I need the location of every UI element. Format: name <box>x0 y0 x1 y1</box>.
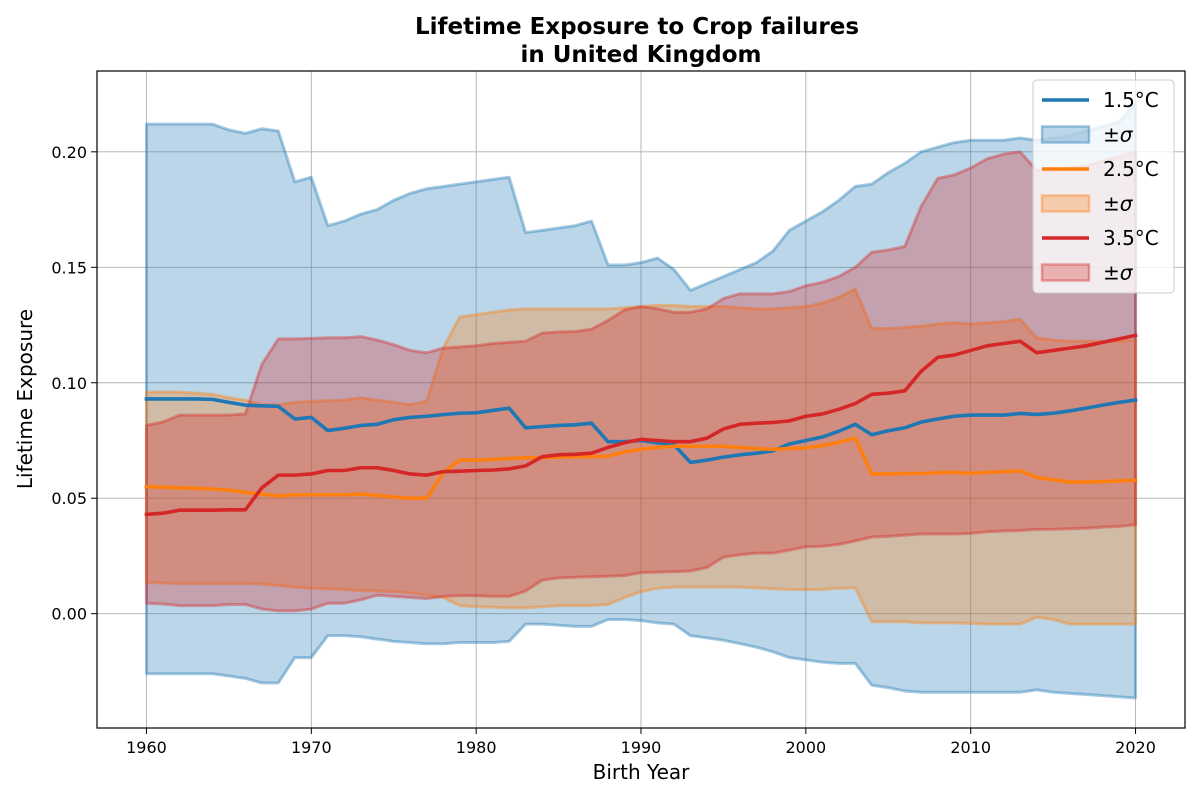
legend-band-swatch-3 <box>1040 194 1091 213</box>
y-tick-label-2: 0.10 <box>51 374 87 393</box>
chart-title: Lifetime Exposure to Crop failures in Un… <box>415 14 859 68</box>
x-tick-label-1980: 1980 <box>456 738 497 757</box>
x-tick-label-1990: 1990 <box>621 738 662 757</box>
line-series-2 <box>144 333 1138 517</box>
legend-band-swatch-5 <box>1040 263 1091 282</box>
confidence-bands <box>144 101 1138 700</box>
legend-label-0: 1.5°C <box>1103 88 1159 112</box>
x-tick-label-1970: 1970 <box>291 738 332 757</box>
y-axis-ticks: 0.00 0.05 0.10 0.15 0.20 <box>51 143 97 624</box>
line-series-1 <box>144 436 1138 501</box>
legend-band-swatch-1 <box>1040 125 1091 144</box>
x-tick-label-2020: 2020 <box>1115 738 1156 757</box>
y-axis-label: Lifetime Exposure <box>13 309 37 489</box>
x-axis-label: Birth Year <box>593 760 690 784</box>
legend-label-4: 3.5°C <box>1103 226 1159 250</box>
chart-title-line-2: in United Kingdom <box>520 42 761 68</box>
legend-label-3: ±σ <box>1103 192 1134 216</box>
legend-label-5: ±σ <box>1103 261 1134 285</box>
series-lines <box>144 333 1138 517</box>
band-series-0 <box>144 101 1138 700</box>
legend-label-1: ±σ <box>1103 123 1134 147</box>
legend-label-2: 2.5°C <box>1103 157 1159 181</box>
band-series-1 <box>144 287 1138 626</box>
x-tick-label-1960: 1960 <box>126 738 167 757</box>
legend: 1.5°C ±σ 2.5°C ±σ 3.5°C ±σ <box>1032 79 1175 294</box>
x-axis-ticks: 1960 1970 1980 1990 2000 2010 2020 <box>126 728 1156 757</box>
grid <box>97 71 1185 728</box>
chart-title-line-1: Lifetime Exposure to Crop failures <box>415 14 859 40</box>
x-tick-label-2000: 2000 <box>785 738 826 757</box>
y-tick-label-1: 0.05 <box>51 489 87 508</box>
x-tick-label-2010: 2010 <box>950 738 991 757</box>
y-tick-label-0: 0.00 <box>51 605 87 624</box>
y-tick-label-3: 0.15 <box>51 258 87 277</box>
y-tick-label-4: 0.20 <box>51 143 87 162</box>
